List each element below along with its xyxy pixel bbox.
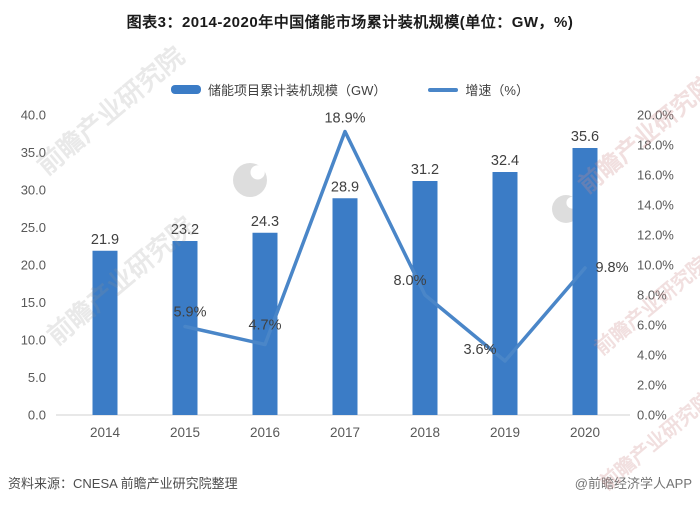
x-axis-label-2014: 2014 <box>90 425 121 440</box>
x-axis-label-2017: 2017 <box>330 425 360 440</box>
left-axis-tick: 30.0 <box>21 183 46 198</box>
left-axis-tick: 25.0 <box>21 220 46 235</box>
legend-label-installed-capacity: 储能项目累计装机规模（GW） <box>208 83 387 98</box>
growth-rate-line <box>183 129 587 363</box>
right-axis-tick: 10.0% <box>637 258 674 273</box>
bar-label-2017: 28.9 <box>331 179 359 195</box>
bar-series-swatch-icon <box>171 85 202 94</box>
x-axis-label-2018: 2018 <box>410 425 440 440</box>
line-label-2020: 9.8% <box>595 260 628 276</box>
bar-2019 <box>492 172 518 415</box>
legend-item-growth-rate: 增速（%） <box>428 80 529 99</box>
line-label-2018: 8.0% <box>393 273 426 289</box>
left-axis-tick: 20.0 <box>21 258 46 273</box>
chart-title: 图表3：2014-2020年中国储能市场累计装机规模(单位：GW，%) <box>126 14 574 31</box>
x-axis-label-2016: 2016 <box>250 425 280 440</box>
chart-legend: 储能项目累计装机规模（GW） 增速（%） <box>0 80 700 99</box>
bar-2020 <box>572 148 598 415</box>
bar-label-2019: 32.4 <box>491 153 519 169</box>
left-axis-tick: 15.0 <box>21 295 46 310</box>
right-axis-tick: 6.0% <box>637 318 667 333</box>
footer: 资料来源：CNESA 前瞻产业研究院整理 @前瞻经济学人APP <box>8 473 692 492</box>
legend-label-growth-rate: 增速（%） <box>465 83 529 98</box>
left-axis-tick: 5.0 <box>28 370 46 385</box>
bar-label-2015: 23.2 <box>171 222 199 238</box>
bar-label-2014: 21.9 <box>91 232 119 248</box>
watermark-logo-icon <box>250 165 265 180</box>
right-axis-tick: 8.0% <box>637 288 667 303</box>
x-axis-label-2019: 2019 <box>490 425 520 440</box>
bar-2017 <box>332 198 358 415</box>
left-axis-tick: 10.0 <box>21 333 46 348</box>
line-label-2019: 3.6% <box>463 342 496 358</box>
bar-label-2020: 35.6 <box>571 129 599 145</box>
right-axis-tick: 18.0% <box>637 138 674 153</box>
credit-text: @前瞻经济学人APP <box>574 476 692 491</box>
data-source-text: 资料来源：CNESA 前瞻产业研究院整理 <box>8 476 238 491</box>
line-label-2016: 4.7% <box>248 318 281 334</box>
bar-label-2018: 31.2 <box>411 162 439 178</box>
bar-2014 <box>92 250 118 415</box>
right-axis-tick: 4.0% <box>637 348 667 363</box>
right-axis-tick: 12.0% <box>637 228 674 243</box>
right-axis-tick: 20.0% <box>637 108 674 123</box>
x-axis-label-2015: 2015 <box>170 425 200 440</box>
left-axis-tick: 35.0 <box>21 145 46 160</box>
left-axis-tick: 40.0 <box>21 108 46 123</box>
bar-2018 <box>412 181 438 415</box>
right-axis-tick: 14.0% <box>637 198 674 213</box>
bar-label-2016: 24.3 <box>251 214 279 230</box>
x-axis-label-2020: 2020 <box>570 425 600 440</box>
legend-item-installed-capacity: 储能项目累计装机规模（GW） <box>171 80 386 99</box>
line-label-2015: 5.9% <box>173 305 206 321</box>
right-axis-tick: 2.0% <box>637 378 667 393</box>
line-series-swatch-icon <box>428 87 459 92</box>
combo-chart-plot-area: 0.0 5.0 10.0 15.0 20.0 25.0 30.0 35.0 40.0 0.0% 2.… <box>21 108 675 441</box>
right-axis-tick: 0.0% <box>637 408 667 423</box>
left-axis-tick: 0.0 <box>28 408 46 423</box>
right-axis-tick: 16.0% <box>637 168 674 183</box>
line-label-2017: 18.9% <box>324 111 365 127</box>
